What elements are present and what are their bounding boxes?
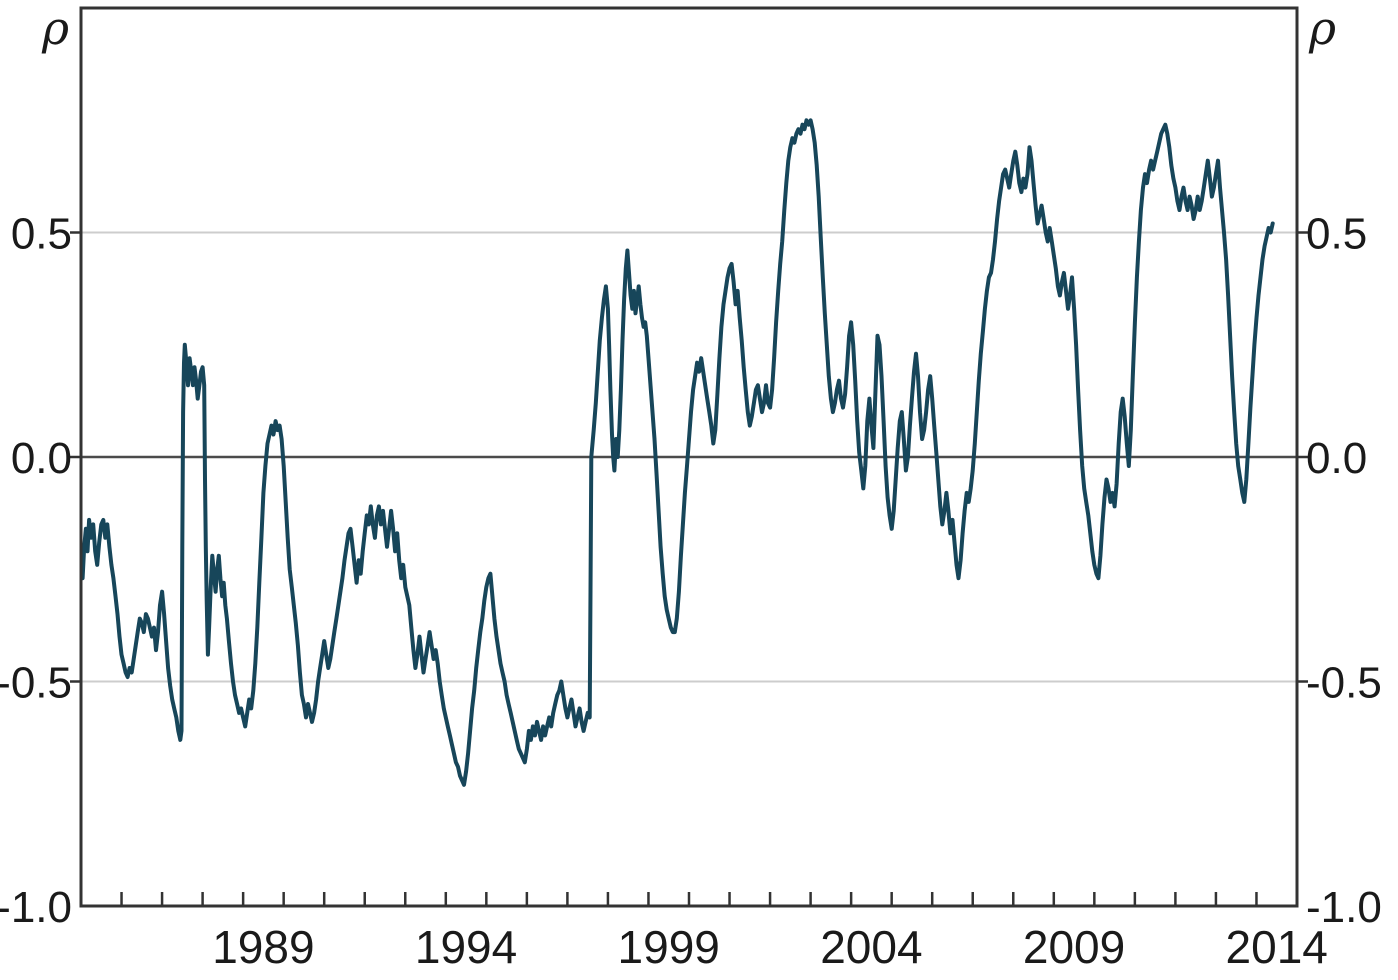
y-tick-label-left: 0.0 [11,434,72,483]
y-tick-label-right: -0.5 [1306,659,1382,708]
x-tick-label: 1999 [618,921,720,973]
y-tick-label-right: 0.0 [1306,434,1367,483]
y-tick-label-right: -1.0 [1306,883,1382,932]
y-axis-symbol-left: ρ [41,1,69,55]
y-tick-label-right: 0.5 [1306,210,1367,259]
x-tick-label: 1989 [212,921,314,973]
x-tick-label: 2004 [820,921,922,973]
y-tick-label-left: -0.5 [0,659,72,708]
series-line-rolling-correlation [81,118,1275,787]
y-axis-symbol-right: ρ [1308,1,1336,55]
ticks-group [70,231,1308,906]
x-tick-label: 2009 [1023,921,1125,973]
data-series-group [81,118,1275,787]
x-tick-label: 2014 [1226,921,1328,973]
plot-frame [79,6,1299,908]
x-tick-label: 1994 [415,921,517,973]
y-tick-label-left: -1.0 [0,883,72,932]
y-tick-label-left: 0.5 [11,210,72,259]
plot-frame-group [79,6,1299,908]
